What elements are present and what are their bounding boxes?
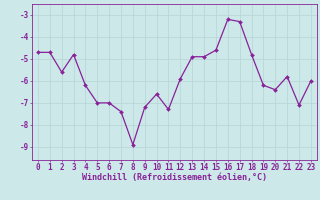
X-axis label: Windchill (Refroidissement éolien,°C): Windchill (Refroidissement éolien,°C) bbox=[82, 173, 267, 182]
